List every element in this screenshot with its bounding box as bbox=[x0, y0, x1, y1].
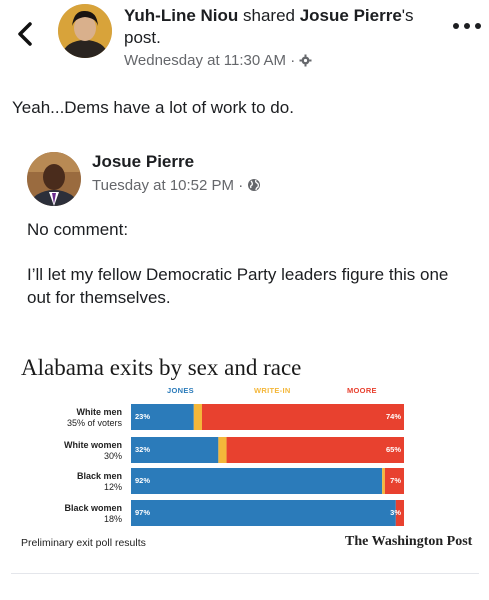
legend-item: JONES bbox=[167, 386, 194, 395]
meta-separator: · bbox=[238, 177, 248, 194]
post-text: Yeah...Dems have a lot of work to do. bbox=[12, 98, 294, 117]
divider bbox=[11, 573, 479, 574]
settings-icon bbox=[299, 52, 312, 74]
bar-value-label: 32% bbox=[135, 445, 150, 454]
share-action-text: shared bbox=[238, 6, 300, 25]
bar-value-label: 92% bbox=[135, 476, 150, 485]
more-options-button[interactable] bbox=[450, 16, 484, 36]
category-name: Black men bbox=[76, 471, 122, 481]
bar-value-label: 3% bbox=[390, 508, 401, 517]
shared-timestamp[interactable]: Tuesday at 10:52 PM bbox=[92, 177, 235, 194]
category-label: Black women 18% bbox=[10, 503, 122, 525]
category-name: Black women bbox=[64, 503, 122, 513]
category-note: 30% bbox=[103, 451, 122, 461]
bar-segment bbox=[384, 468, 404, 494]
chart-title: Alabama exits by sex and race bbox=[21, 355, 302, 380]
bar-value-label: 7% bbox=[390, 476, 401, 485]
shared-suffix: 's post. bbox=[124, 6, 414, 47]
legend-item: WRITE-IN bbox=[254, 386, 291, 395]
profile-photo bbox=[58, 4, 112, 58]
bar-segment bbox=[382, 468, 385, 494]
shared-meta: Tuesday at 10:52 PM · bbox=[92, 177, 261, 196]
post-header: Yuh-Line Niou shared Josue Pierre's post… bbox=[124, 5, 444, 74]
legend-item: MOORE bbox=[347, 386, 377, 395]
bar-segment bbox=[226, 437, 404, 463]
bar-segment bbox=[218, 437, 227, 463]
category-label: Black men 12% bbox=[10, 471, 122, 493]
avatar[interactable] bbox=[58, 4, 112, 58]
globe-icon bbox=[247, 178, 261, 196]
bar-segment bbox=[193, 404, 202, 430]
profile-photo bbox=[27, 152, 81, 206]
bar-value-label: 74% bbox=[386, 412, 401, 421]
shared-post-body: No comment: I’ll let my fellow Democrati… bbox=[27, 218, 467, 323]
more-dots-icon bbox=[453, 23, 481, 29]
category-name: White women bbox=[64, 440, 122, 450]
shared-avatar[interactable] bbox=[27, 152, 81, 206]
bar-segment bbox=[395, 500, 404, 526]
category-label: White women 30% bbox=[10, 440, 122, 462]
category-note: 12% bbox=[103, 482, 122, 492]
chart-footnote: Preliminary exit poll results bbox=[21, 537, 146, 549]
category-note: 35% of voters bbox=[66, 418, 122, 428]
shared-paragraph: No comment: bbox=[27, 220, 129, 239]
bar-segment bbox=[131, 500, 396, 526]
category-note: 18% bbox=[103, 514, 122, 524]
chart-source-logo: The Washington Post bbox=[345, 534, 473, 549]
category-label: White men 35% of voters bbox=[10, 407, 122, 429]
bar-value-label: 23% bbox=[135, 412, 150, 421]
shared-author-name[interactable]: Josue Pierre bbox=[92, 152, 195, 171]
shared-from-name[interactable]: Josue Pierre bbox=[299, 6, 402, 25]
chevron-left-icon bbox=[18, 22, 32, 46]
meta-separator: · bbox=[290, 52, 300, 69]
post-timestamp[interactable]: Wednesday at 11:30 AM bbox=[124, 52, 287, 69]
shared-paragraph: I’ll let my fellow Democratic Party lead… bbox=[27, 265, 449, 307]
bar-segment bbox=[131, 468, 383, 494]
bar-value-label: 97% bbox=[135, 508, 150, 517]
category-name: White men bbox=[76, 407, 122, 417]
bar-segment bbox=[131, 437, 219, 463]
author-name[interactable]: Yuh-Line Niou bbox=[124, 6, 239, 25]
back-button[interactable] bbox=[14, 20, 38, 48]
bar-segment bbox=[201, 404, 404, 430]
bar-segment bbox=[131, 404, 194, 430]
bar-value-label: 65% bbox=[386, 445, 401, 454]
